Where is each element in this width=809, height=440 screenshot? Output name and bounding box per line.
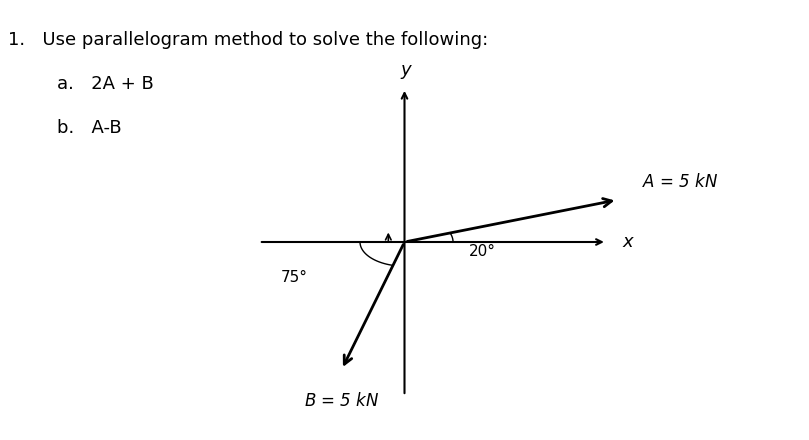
Text: b.   A-B: b. A-B	[57, 119, 121, 137]
Text: 20°: 20°	[469, 244, 496, 259]
Text: a.   2A + B: a. 2A + B	[57, 75, 154, 93]
Text: 75°: 75°	[281, 270, 307, 285]
Text: x: x	[623, 233, 633, 251]
Text: 1.   Use parallelogram method to solve the following:: 1. Use parallelogram method to solve the…	[8, 31, 489, 49]
Text: y: y	[400, 61, 411, 79]
Text: $A$ = 5 kN: $A$ = 5 kN	[642, 173, 718, 191]
Text: $B$ = 5 kN: $B$ = 5 kN	[304, 392, 379, 410]
